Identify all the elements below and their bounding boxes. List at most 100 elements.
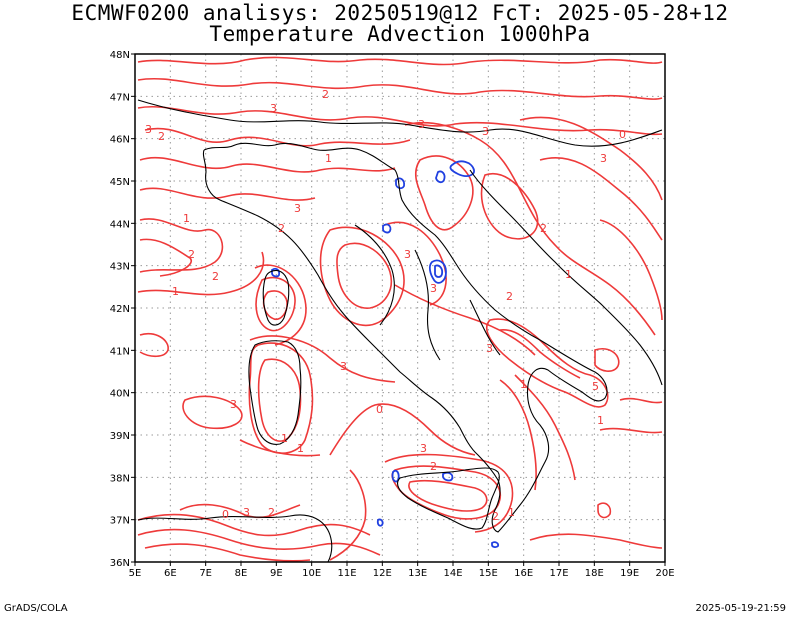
contour-value-label: 1	[297, 442, 304, 455]
contour-value-label: 2	[268, 506, 275, 519]
lat-label: 37N	[110, 516, 130, 527]
contour-value-label: 2	[212, 270, 219, 283]
contour-negative	[491, 541, 500, 548]
contour-value-label: 2	[540, 222, 547, 235]
contour-sardinia	[239, 439, 321, 457]
lon-label: 17E	[549, 568, 568, 579]
contour-value-label: 0	[376, 403, 383, 416]
contour-sicily	[408, 479, 488, 512]
contour-apulia	[486, 318, 609, 408]
sicily-coast	[397, 467, 500, 530]
contour-value-label: 3	[340, 360, 347, 373]
contour-value-label: 3	[243, 506, 250, 519]
contour-east	[519, 116, 663, 201]
lon-label: 18E	[585, 568, 604, 579]
north-border	[137, 99, 663, 147]
lat-label: 38N	[110, 473, 130, 484]
africa-coast	[137, 514, 333, 563]
lat-label: 48N	[110, 50, 130, 61]
map-frame	[134, 53, 666, 563]
lat-label: 36N	[110, 558, 130, 569]
contour-sicily	[391, 465, 501, 520]
contour-value-label: 1	[565, 268, 572, 281]
contour-alps	[139, 156, 396, 173]
contour-value-label: 2	[188, 248, 195, 261]
contour-negative	[382, 223, 392, 234]
contour-sardinia	[248, 342, 314, 454]
contour-south	[137, 513, 371, 537]
sardinia-coast	[248, 340, 302, 445]
contour-west	[137, 251, 265, 296]
lon-label: 20E	[655, 568, 674, 579]
contour-negative	[395, 177, 406, 190]
positive-contours	[137, 56, 663, 562]
contour-value-label: 3	[418, 118, 425, 131]
contour-value-label: 3	[230, 398, 237, 411]
contour-corsica	[254, 264, 307, 346]
contour-negative	[434, 264, 444, 278]
contour-value-label: 3	[430, 282, 437, 295]
contour-negative	[376, 518, 384, 527]
contour-sea-zero	[329, 469, 367, 561]
contour-value-label: 3	[482, 125, 489, 138]
italy-coast	[202, 142, 608, 533]
lat-label: 42N	[110, 304, 130, 315]
contour-value-label: 1	[325, 152, 332, 165]
lat-axis: 48N 47N 46N 45N 44N 43N 42N 41N 40N 39N 38N 37N 36N	[110, 50, 135, 569]
contour-south	[529, 533, 663, 549]
inner-border	[414, 249, 441, 361]
contour-east-sea	[619, 397, 663, 404]
contour-value-label: 2	[158, 130, 165, 143]
contour-value-label: 3	[294, 202, 301, 215]
contour-east	[599, 219, 663, 321]
contour-value-label: 3	[600, 152, 607, 165]
title-line1: ECMWF0200 analisys: 20250519@12 FcT: 202…	[71, 1, 729, 25]
contour-negative	[391, 469, 400, 483]
contour-value-label: 1	[597, 414, 604, 427]
contour-value-label: 2	[278, 222, 285, 235]
corsica-coast	[262, 269, 290, 326]
contour-value-label: 0	[619, 128, 626, 141]
graticule	[135, 54, 665, 562]
footer-left: GrADS/COLA	[4, 603, 68, 614]
footer-right: 2025-05-19-21:59	[695, 603, 786, 614]
contour-east	[539, 156, 663, 241]
contour-corsica	[262, 290, 288, 321]
contour-value-label: 3	[270, 102, 277, 115]
lat-label: 47N	[110, 92, 130, 103]
contour-sicily	[384, 453, 514, 533]
contour-apulia	[594, 348, 620, 372]
contour-west-sea	[139, 332, 169, 358]
contour-alps	[139, 187, 316, 201]
contour-south	[144, 543, 311, 562]
contour-negative	[271, 267, 281, 278]
contour-negative	[435, 170, 446, 184]
contour-value-label: 0	[222, 508, 229, 521]
contour-negative	[428, 259, 447, 284]
lon-axis: 5E 6E 7E 8E 9E 10E 11E 12E 13E 14E 15E 16E 17E 18E 19E…	[129, 562, 675, 579]
lat-label: 39N	[110, 431, 130, 442]
contour-central	[336, 242, 392, 309]
contour-adriatic	[404, 121, 656, 336]
title-line2: Temperature Advection 1000hPa	[209, 22, 591, 46]
contour-adriatic	[480, 172, 539, 240]
contour-negative	[449, 160, 475, 177]
lat-label: 40N	[110, 389, 130, 400]
lon-label: 16E	[514, 568, 533, 579]
contour-value-label: 1	[281, 432, 288, 445]
contour-value-label: 2	[506, 290, 513, 303]
contour-south	[137, 528, 381, 556]
contour-corsica	[255, 276, 296, 332]
balkan-coast	[469, 169, 663, 386]
lon-label: 19E	[620, 568, 639, 579]
contour-north	[137, 78, 663, 100]
contour-calabria	[499, 379, 537, 491]
contour-west	[139, 238, 193, 277]
contour-adriatic	[415, 155, 474, 231]
lon-label: 5E	[129, 568, 142, 579]
contour-alps	[144, 127, 411, 147]
contour-north	[137, 106, 663, 136]
contour-value-label: 5	[592, 380, 599, 393]
lon-label: 8E	[235, 568, 248, 579]
